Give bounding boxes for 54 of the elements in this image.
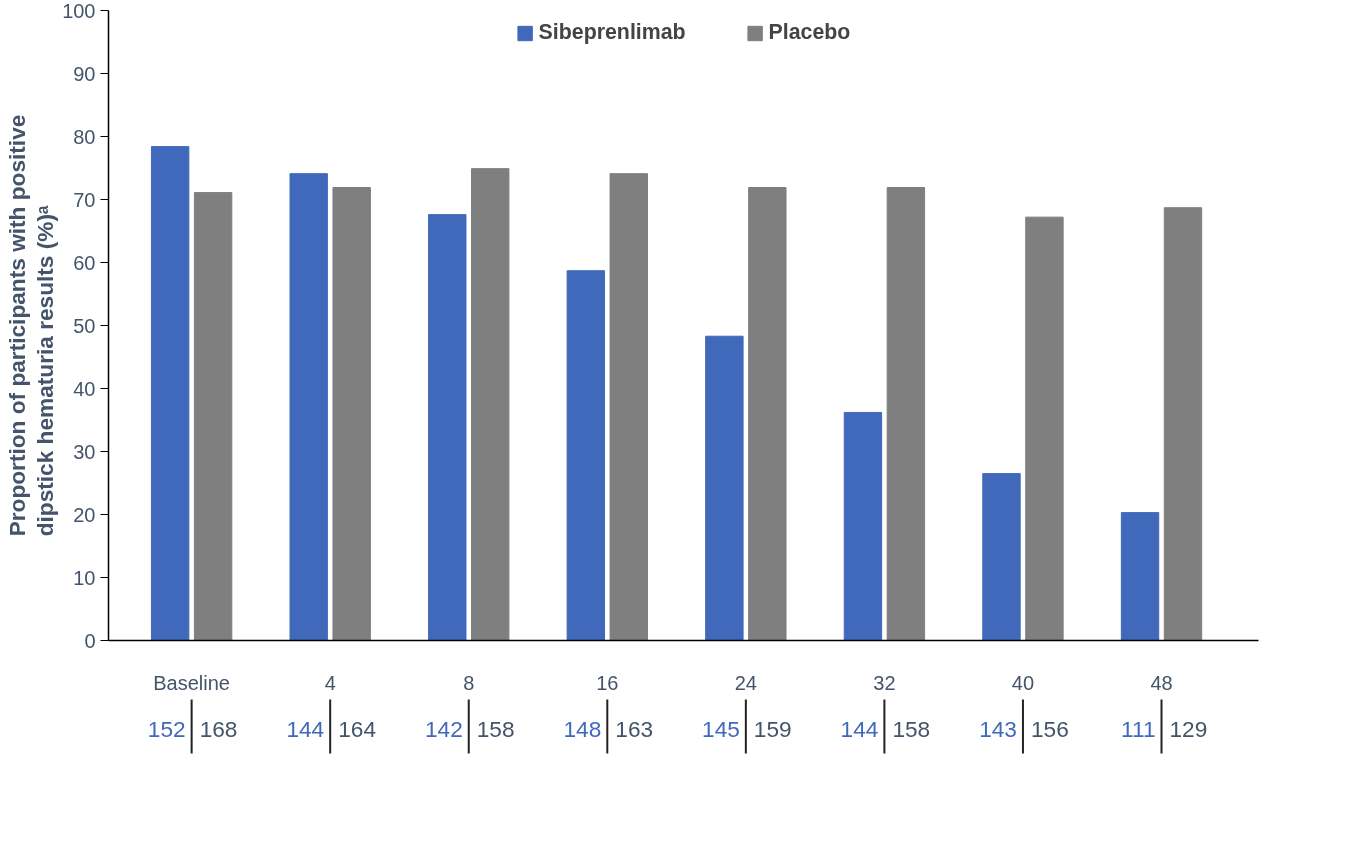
text: 158	[892, 716, 931, 742]
bar	[150, 146, 190, 641]
y-axis-title: Proportion of participants with positive dipstick hematuria results (%)ᵃ	[3, 114, 59, 537]
bar	[193, 192, 233, 641]
y-tick-label: 20	[73, 503, 96, 526]
x-tick-label: Baseline	[153, 671, 230, 694]
y-tick-label: 0	[84, 629, 96, 652]
bar	[1163, 207, 1203, 641]
x-tick-label: 24	[734, 671, 757, 694]
bar	[705, 335, 744, 641]
y-tick-label: 10	[73, 566, 96, 589]
y-tick-label: 90	[73, 62, 96, 85]
text: 144	[840, 716, 879, 742]
y-tick-label: 60	[73, 251, 96, 274]
text: 156	[1030, 716, 1069, 742]
text: 163	[615, 716, 654, 742]
text: 159	[753, 716, 792, 742]
x-tick-label: 40	[1011, 671, 1035, 694]
legend-label: Sibeprenlimab	[538, 20, 686, 45]
bar	[471, 168, 510, 641]
bar	[748, 187, 787, 641]
text: 142	[424, 716, 463, 742]
text: 164	[338, 716, 376, 742]
bar	[843, 411, 883, 641]
x-tick-label: 16	[596, 671, 619, 694]
bar	[609, 173, 648, 641]
y-tick-label: 70	[73, 188, 96, 211]
text: 143	[979, 716, 1017, 742]
text: 144	[286, 716, 325, 742]
x-tick-label: 8	[463, 671, 475, 694]
bar	[332, 187, 371, 641]
bar	[1025, 216, 1064, 641]
text: 145	[702, 716, 740, 742]
text: 168	[199, 716, 238, 742]
y-tick-label: 40	[73, 377, 96, 400]
text: 129	[1169, 716, 1208, 742]
bar	[886, 187, 926, 641]
y-tick-label: 30	[73, 440, 96, 463]
bar	[566, 270, 606, 641]
x-tick-label: 48	[1150, 671, 1173, 694]
y-tick-label: 50	[73, 314, 96, 337]
y-tick-label: 100	[62, 0, 96, 22]
x-tick-label: 32	[873, 671, 896, 694]
bar	[982, 473, 1021, 641]
text: 111	[1121, 716, 1156, 742]
bar	[428, 214, 467, 641]
bar	[289, 173, 328, 641]
text: 148	[563, 716, 602, 742]
legend-label: Placebo	[768, 20, 851, 45]
x-tick-label: 4	[324, 671, 336, 694]
text: 158	[476, 716, 515, 742]
y-tick-label: 80	[73, 125, 96, 148]
text: 152	[147, 716, 186, 742]
bar	[1120, 512, 1160, 641]
